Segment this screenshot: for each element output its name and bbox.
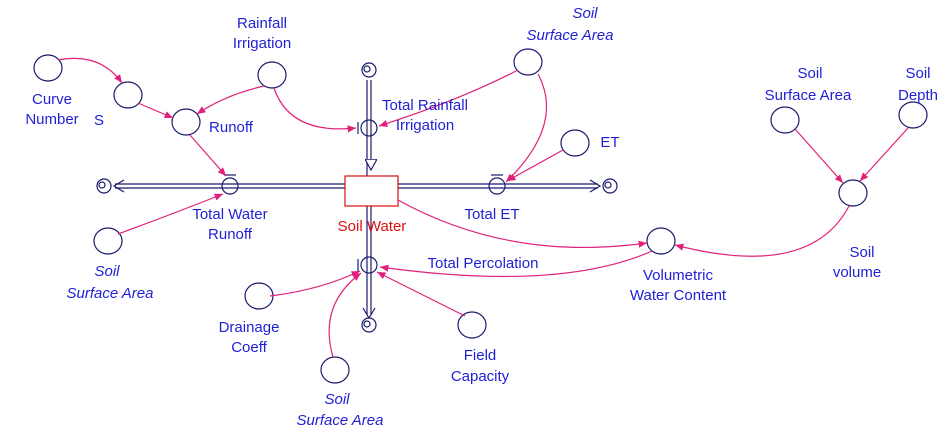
node-label: Field [464, 347, 497, 364]
connector [376, 271, 466, 317]
pipes [112, 80, 602, 320]
flow-label: Runoff [208, 226, 253, 243]
node-label: Water Content [630, 287, 727, 304]
node-label: Surface Area [67, 285, 154, 302]
valves [221, 119, 506, 274]
converter [513, 48, 543, 76]
connector [57, 57, 123, 84]
flow-label: Total ET [464, 206, 519, 223]
node-label: Soil [797, 65, 822, 82]
connector [506, 149, 564, 182]
node-label: Soil [905, 65, 930, 82]
flow-label: Total Water [192, 206, 267, 223]
cloud [361, 317, 377, 333]
node-label: Drainage [219, 319, 280, 336]
connectors [57, 57, 909, 358]
converter [646, 227, 676, 255]
connector [674, 205, 850, 257]
connector [189, 134, 227, 177]
converter [898, 101, 928, 129]
node-label: Soil [572, 5, 598, 22]
node-label: Number [25, 111, 78, 128]
node-label: Coeff [231, 339, 267, 356]
node-label: Soil [324, 391, 350, 408]
flow-label: Total Percolation [428, 255, 539, 272]
converter [113, 81, 143, 109]
cloud [602, 178, 618, 194]
clouds [96, 62, 618, 333]
arrowhead [589, 179, 602, 193]
converter [320, 356, 350, 384]
converter [838, 179, 868, 207]
connector [505, 73, 548, 183]
cloud [96, 178, 112, 194]
node-label: Surface Area [765, 87, 852, 104]
connector [117, 193, 224, 235]
arrowhead [112, 179, 125, 193]
node-label: ET [600, 134, 619, 151]
connector [397, 199, 648, 249]
connector [378, 69, 519, 127]
converter [93, 227, 123, 255]
labels: Soil Water Total Rainfall Irrigation Tot… [25, 5, 938, 429]
converter [171, 108, 201, 136]
node-label: volume [833, 264, 881, 281]
connector [859, 127, 909, 182]
connector [269, 270, 361, 297]
node-label: Capacity [451, 368, 510, 385]
node-label: Surface Area [297, 412, 384, 429]
node-label: Surface Area [527, 27, 614, 44]
node-label: Soil [849, 244, 874, 261]
flow-label: Irrigation [396, 117, 454, 134]
connector [328, 272, 362, 358]
cloud [361, 62, 377, 78]
connector [196, 85, 265, 115]
stock-label: Soil Water [338, 218, 407, 235]
converter [244, 282, 274, 310]
connector [794, 128, 844, 184]
node-label: Volumetric [643, 267, 714, 284]
stock [344, 175, 399, 207]
arrowhead [362, 307, 376, 320]
node-label: Depth [898, 87, 938, 104]
converter [457, 311, 487, 339]
node-label: Runoff [209, 119, 254, 136]
converter [257, 61, 287, 89]
connector [273, 87, 357, 133]
converter [33, 54, 63, 82]
converter [770, 106, 800, 134]
converters [33, 48, 928, 384]
connector [137, 102, 174, 119]
converter [560, 129, 590, 157]
node-label: Irrigation [233, 35, 291, 52]
connector [379, 250, 653, 278]
flow-label: Total Rainfall [382, 97, 468, 114]
node-label: Soil [94, 263, 120, 280]
node-label: Rainfall [237, 15, 287, 32]
node-label: S [94, 112, 104, 129]
node-label: Curve [32, 91, 72, 108]
